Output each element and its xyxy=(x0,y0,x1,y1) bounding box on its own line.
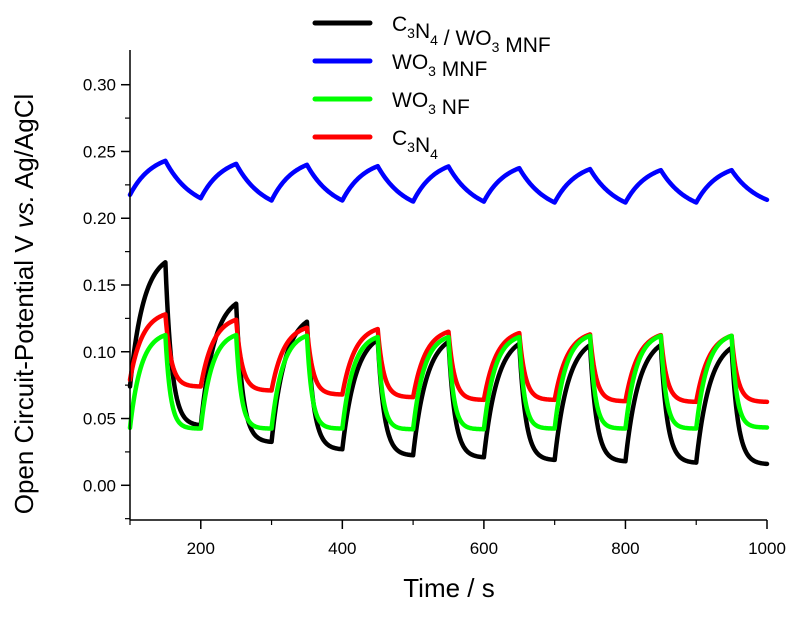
legend-item: WO3 NF xyxy=(312,89,470,119)
y-axis-title-prefix: Open Circuit-Potential V xyxy=(9,228,39,514)
legend-label: WO3 NF xyxy=(392,89,470,119)
series-line-wo3-mnf xyxy=(127,158,770,205)
legend-subscript: 4 xyxy=(430,146,438,162)
legend-label: C3N4 / WO3 MNF xyxy=(392,13,551,57)
y-axis-title-italic: vs. xyxy=(9,195,39,228)
y-tick-label: 0.30 xyxy=(83,76,116,95)
y-axis-title: Open Circuit-Potential V vs. Ag/AgCl xyxy=(9,94,39,515)
legend-subscript: 3 xyxy=(492,39,500,55)
legend-item: C3N4 xyxy=(312,127,438,162)
x-tick-label: 400 xyxy=(328,539,356,558)
legend-item: C3N4 / WO3 MNF xyxy=(312,13,551,57)
y-tick-label: 0.00 xyxy=(83,476,116,495)
legend-subscript: 3 xyxy=(428,63,436,79)
legend-label: WO3 MNF xyxy=(392,51,487,81)
y-ticks: 0.00 0.05 0.10 0.15 0.20 0.25 0.30 xyxy=(83,76,130,520)
legend-subscript: 3 xyxy=(428,101,436,117)
series-line-wo3-nf xyxy=(127,332,770,432)
y-tick-label: 0.20 xyxy=(83,209,116,228)
x-tick-label: 800 xyxy=(611,539,639,558)
legend-item: WO3 MNF xyxy=(312,51,487,81)
x-tick-label: 1000 xyxy=(748,539,786,558)
x-ticks: 200 400 600 800 1000 xyxy=(129,520,786,558)
y-axis-title-suffix: Ag/AgCl xyxy=(9,94,39,195)
legend-subscript: 3 xyxy=(407,25,415,41)
y-tick-label: 0.10 xyxy=(83,343,116,362)
legend-subscript: 3 xyxy=(407,139,415,155)
x-tick-label: 600 xyxy=(470,539,498,558)
x-axis-title: Time / s xyxy=(403,573,494,603)
legend-subscript: 4 xyxy=(430,32,438,48)
axes: 200 400 600 800 1000 0.00 0.05 0.10 0.15 0.20 0.2… xyxy=(83,50,786,558)
y-tick-label: 0.15 xyxy=(83,276,116,295)
plot-area xyxy=(127,158,770,467)
y-tick-label: 0.05 xyxy=(83,410,116,429)
x-tick-label: 200 xyxy=(187,539,215,558)
y-tick-label: 0.25 xyxy=(83,142,116,161)
legend-label: C3N4 xyxy=(392,127,438,162)
